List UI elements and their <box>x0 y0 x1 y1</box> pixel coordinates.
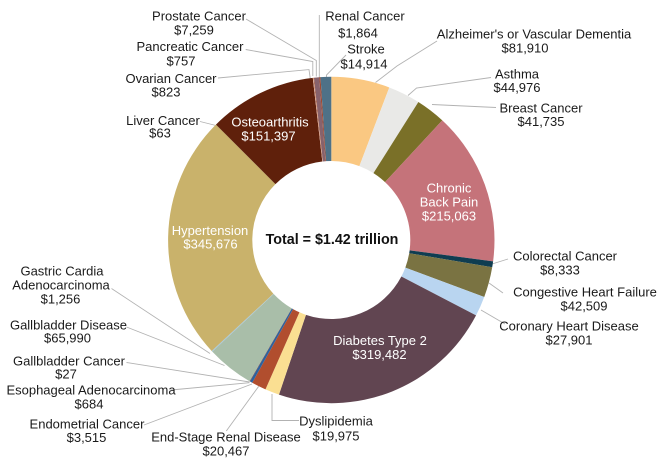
svg-text:End-Stage Renal Disease: End-Stage Renal Disease <box>151 430 301 445</box>
svg-text:$44,976: $44,976 <box>494 80 541 95</box>
svg-text:Chronic: Chronic <box>427 181 472 196</box>
svg-text:$19,975: $19,975 <box>313 429 360 444</box>
svg-text:Esophageal Adenocarcinoma: Esophageal Adenocarcinoma <box>6 383 176 398</box>
svg-text:Endometrial Cancer: Endometrial Cancer <box>30 417 146 432</box>
svg-text:$20,467: $20,467 <box>203 444 250 459</box>
svg-text:$14,914: $14,914 <box>341 57 388 72</box>
svg-text:$41,735: $41,735 <box>518 114 565 129</box>
svg-text:$215,063: $215,063 <box>422 209 476 224</box>
svg-text:Hypertension: Hypertension <box>172 223 249 238</box>
svg-text:$63: $63 <box>149 126 171 141</box>
svg-text:$757: $757 <box>167 54 196 69</box>
svg-text:Pancreatic Cancer: Pancreatic Cancer <box>137 39 245 54</box>
svg-text:$42,509: $42,509 <box>561 299 608 314</box>
svg-text:Colorectal Cancer: Colorectal Cancer <box>513 249 618 264</box>
svg-text:Stroke: Stroke <box>347 42 385 57</box>
svg-text:$823: $823 <box>152 85 181 100</box>
svg-text:$684: $684 <box>75 397 104 412</box>
svg-text:$81,910: $81,910 <box>502 41 549 56</box>
svg-text:Osteoarthritis: Osteoarthritis <box>231 115 309 130</box>
svg-text:Renal Cancer: Renal Cancer <box>325 9 405 24</box>
svg-text:$345,676: $345,676 <box>183 237 237 252</box>
svg-text:Dyslipidemia: Dyslipidemia <box>299 414 373 429</box>
svg-text:Alzheimer's or Vascular Dement: Alzheimer's or Vascular Dementia <box>437 27 632 42</box>
svg-text:Breast Cancer: Breast Cancer <box>499 101 583 116</box>
svg-text:$3,515: $3,515 <box>67 430 107 445</box>
svg-text:$151,397: $151,397 <box>241 129 295 144</box>
svg-text:Congestive Heart Failure: Congestive Heart Failure <box>513 285 657 300</box>
svg-text:Liver Cancer: Liver Cancer <box>126 113 200 128</box>
svg-text:Back Pain: Back Pain <box>420 195 479 210</box>
svg-text:Ovarian Cancer: Ovarian Cancer <box>125 71 217 86</box>
svg-text:$319,482: $319,482 <box>352 347 406 362</box>
svg-text:Gallbladder Disease: Gallbladder Disease <box>10 318 127 333</box>
svg-text:$1,864: $1,864 <box>338 26 378 41</box>
svg-text:$7,259: $7,259 <box>174 23 214 38</box>
svg-text:Gallbladder Cancer: Gallbladder Cancer <box>13 354 126 369</box>
svg-text:Asthma: Asthma <box>495 67 540 82</box>
svg-text:$27: $27 <box>55 367 77 382</box>
svg-text:Gastric Cardia: Gastric Cardia <box>20 264 104 279</box>
svg-text:$8,333: $8,333 <box>540 263 580 278</box>
svg-text:$65,990: $65,990 <box>44 331 91 346</box>
svg-text:Diabetes Type 2: Diabetes Type 2 <box>333 333 427 348</box>
svg-text:$1,256: $1,256 <box>41 292 81 307</box>
svg-text:Total = $1.42 trillion: Total = $1.42 trillion <box>266 232 399 248</box>
svg-text:$27,901: $27,901 <box>546 333 593 348</box>
svg-text:Prostate Cancer: Prostate Cancer <box>152 9 247 24</box>
svg-text:Adenocarcinoma: Adenocarcinoma <box>12 278 110 293</box>
svg-text:Coronary Heart Disease: Coronary Heart Disease <box>499 319 638 334</box>
